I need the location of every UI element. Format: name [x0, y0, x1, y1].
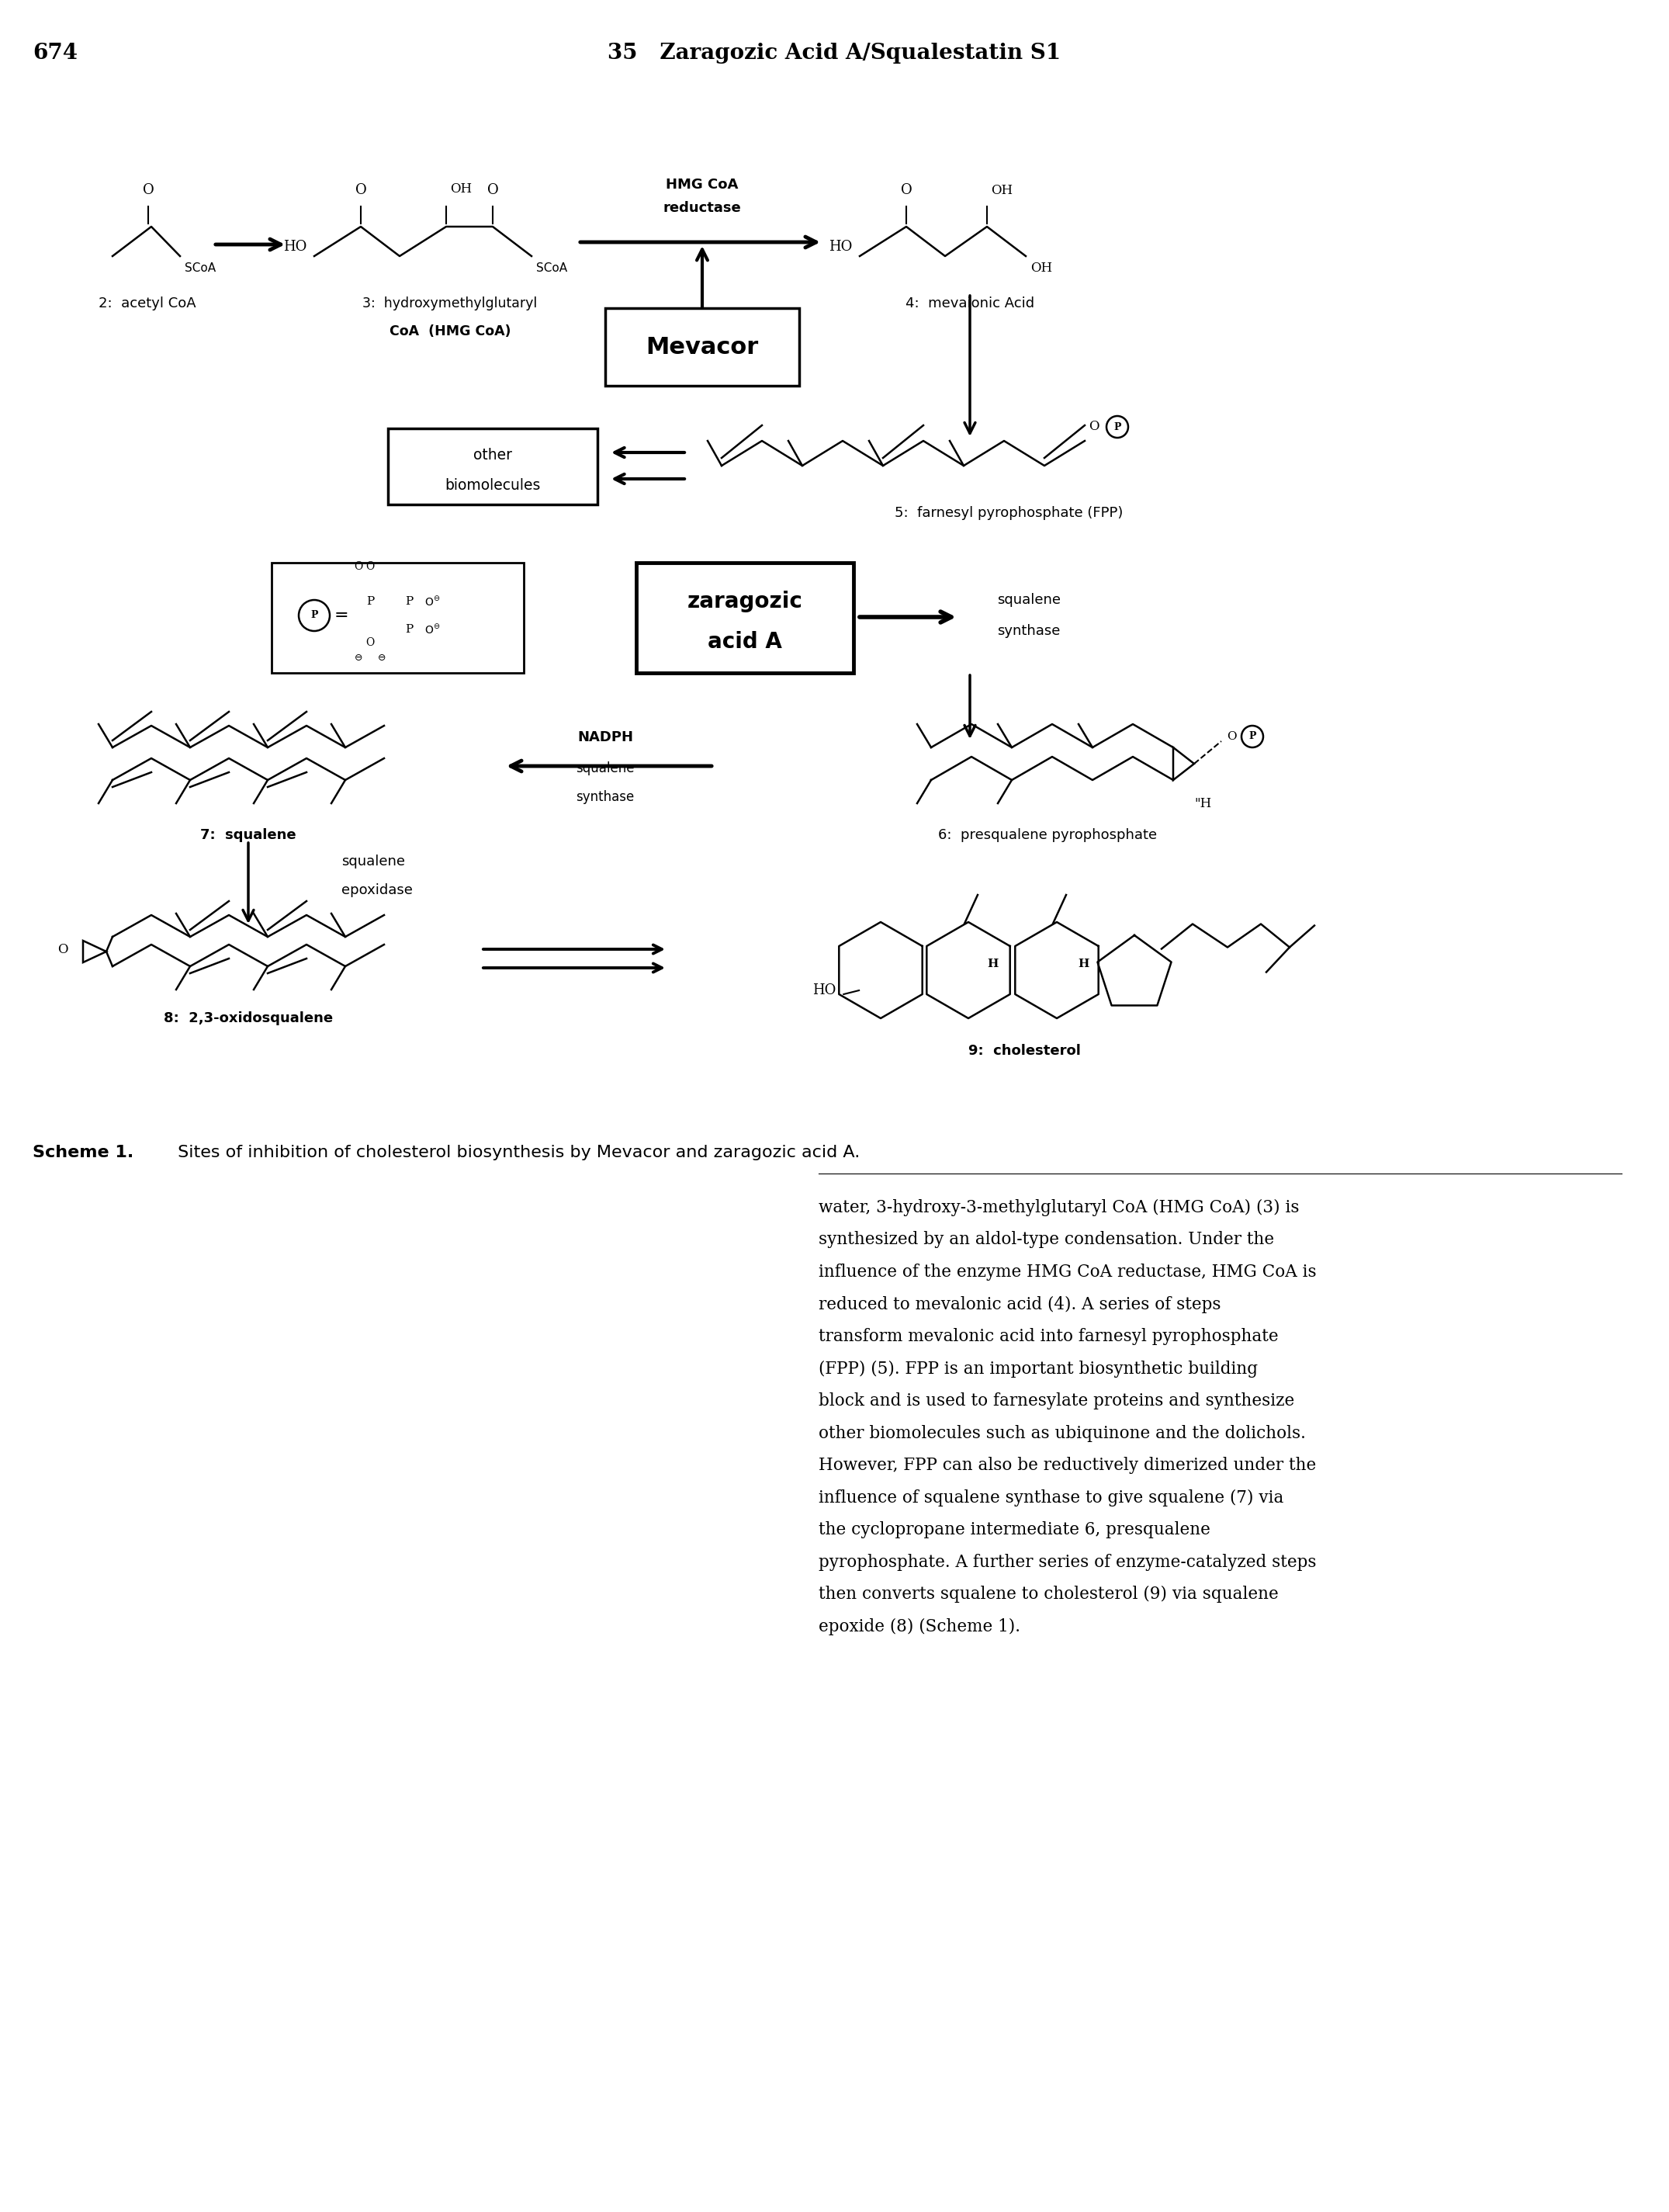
Text: HMG CoA: HMG CoA — [666, 177, 738, 192]
Text: $\ominus$: $\ominus$ — [354, 653, 362, 664]
Text: O: O — [142, 184, 154, 197]
Text: 5:  farnesyl pyrophosphate (FPP): 5: farnesyl pyrophosphate (FPP) — [895, 507, 1123, 520]
Text: P: P — [1113, 422, 1122, 431]
Text: Scheme 1.: Scheme 1. — [33, 1146, 134, 1161]
Text: O: O — [487, 184, 499, 197]
Text: synthesized by an aldol-type condensation. Under the: synthesized by an aldol-type condensatio… — [818, 1232, 1273, 1248]
Text: reduced to mevalonic acid (4). A series of steps: reduced to mevalonic acid (4). A series … — [818, 1296, 1222, 1314]
Text: O: O — [354, 562, 362, 573]
Text: P: P — [406, 595, 412, 606]
Text: HO: HO — [284, 239, 307, 254]
Text: H: H — [986, 958, 998, 969]
Text: $\ominus$: $\ominus$ — [377, 653, 386, 664]
Bar — [387, 429, 598, 504]
Text: epoxidase: epoxidase — [342, 883, 412, 898]
Text: the cyclopropane intermediate 6, presqualene: the cyclopropane intermediate 6, presqua… — [818, 1522, 1210, 1537]
Text: "H: "H — [1195, 796, 1212, 810]
FancyBboxPatch shape — [636, 562, 853, 672]
Text: P: P — [366, 595, 374, 606]
Text: 8:  2,3-oxidosqualene: 8: 2,3-oxidosqualene — [164, 1011, 332, 1026]
Text: 4:  mevaionic Acid: 4: mevaionic Acid — [906, 296, 1035, 310]
Text: squalene: squalene — [996, 593, 1061, 606]
Text: reductase: reductase — [663, 201, 741, 215]
Text: Sites of inhibition of cholesterol biosynthesis by Mevacor and zaragozic acid A.: Sites of inhibition of cholesterol biosy… — [172, 1146, 860, 1161]
Text: biomolecules: biomolecules — [446, 478, 541, 493]
Text: 35   Zaragozic Acid A/Squalestatin S1: 35 Zaragozic Acid A/Squalestatin S1 — [608, 42, 1061, 64]
Text: epoxide (8) (Scheme 1).: epoxide (8) (Scheme 1). — [818, 1617, 1020, 1635]
Text: block and is used to farnesylate proteins and synthesize: block and is used to farnesylate protein… — [818, 1391, 1295, 1409]
Text: 2:  acetyl CoA: 2: acetyl CoA — [98, 296, 197, 310]
Text: squalene: squalene — [576, 761, 634, 776]
Text: squalene: squalene — [342, 854, 406, 869]
Text: However, FPP can also be reductively dimerized under the: However, FPP can also be reductively dim… — [818, 1458, 1317, 1473]
Text: water, 3-hydroxy-3-methylglutaryl CoA (HMG CoA) (3) is: water, 3-hydroxy-3-methylglutaryl CoA (H… — [818, 1199, 1298, 1217]
Text: =: = — [334, 606, 349, 624]
Text: HO: HO — [813, 984, 836, 998]
Text: then converts squalene to cholesterol (9) via squalene: then converts squalene to cholesterol (9… — [818, 1586, 1278, 1604]
Text: OH: OH — [451, 181, 472, 195]
Text: P: P — [310, 611, 317, 622]
Text: HO: HO — [828, 239, 851, 254]
Text: OH: OH — [991, 184, 1013, 197]
Text: P: P — [406, 624, 412, 635]
Text: $\mathdefault{O}^{\ominus}$: $\mathdefault{O}^{\ominus}$ — [424, 624, 441, 637]
Text: transform mevalonic acid into farnesyl pyrophosphate: transform mevalonic acid into farnesyl p… — [818, 1327, 1278, 1345]
Text: H: H — [1078, 958, 1088, 969]
Text: other: other — [474, 447, 512, 462]
Text: 674: 674 — [33, 42, 77, 64]
Text: $\mathdefault{O}^{\ominus}$: $\mathdefault{O}^{\ominus}$ — [424, 595, 441, 608]
Text: pyrophosphate. A further series of enzyme-catalyzed steps: pyrophosphate. A further series of enzym… — [818, 1553, 1317, 1571]
Text: zaragozic: zaragozic — [688, 591, 803, 613]
Text: O: O — [366, 637, 374, 648]
Text: CoA  (HMG CoA): CoA (HMG CoA) — [389, 325, 511, 338]
FancyBboxPatch shape — [606, 307, 799, 385]
Text: influence of squalene synthase to give squalene (7) via: influence of squalene synthase to give s… — [818, 1489, 1283, 1506]
Text: synthase: synthase — [996, 624, 1060, 637]
Text: 3:  hydroxymethylglutaryl: 3: hydroxymethylglutaryl — [362, 296, 537, 310]
Text: acid A: acid A — [708, 630, 783, 653]
Text: O: O — [1088, 420, 1100, 434]
Text: P: P — [1248, 732, 1257, 741]
Text: O: O — [355, 184, 367, 197]
Text: influence of the enzyme HMG CoA reductase, HMG CoA is: influence of the enzyme HMG CoA reductas… — [818, 1263, 1317, 1281]
Text: O: O — [1227, 732, 1237, 741]
Text: other biomolecules such as ubiquinone and the dolichols.: other biomolecules such as ubiquinone an… — [818, 1425, 1305, 1442]
Text: synthase: synthase — [576, 790, 634, 805]
Text: O: O — [366, 562, 374, 573]
Text: O: O — [58, 942, 68, 956]
Text: 9:  cholesterol: 9: cholesterol — [968, 1044, 1080, 1057]
Text: 7:  squalene: 7: squalene — [200, 827, 297, 843]
Text: SCoA: SCoA — [536, 263, 567, 274]
Text: (FPP) (5). FPP is an important biosynthetic building: (FPP) (5). FPP is an important biosynthe… — [818, 1360, 1258, 1378]
Text: O: O — [901, 184, 911, 197]
Text: 6:  presqualene pyrophosphate: 6: presqualene pyrophosphate — [938, 827, 1157, 843]
Text: Mevacor: Mevacor — [646, 336, 758, 358]
Text: NADPH: NADPH — [577, 730, 633, 743]
Bar — [272, 562, 524, 672]
Text: OH: OH — [1030, 261, 1051, 274]
Text: SCoA: SCoA — [185, 263, 215, 274]
